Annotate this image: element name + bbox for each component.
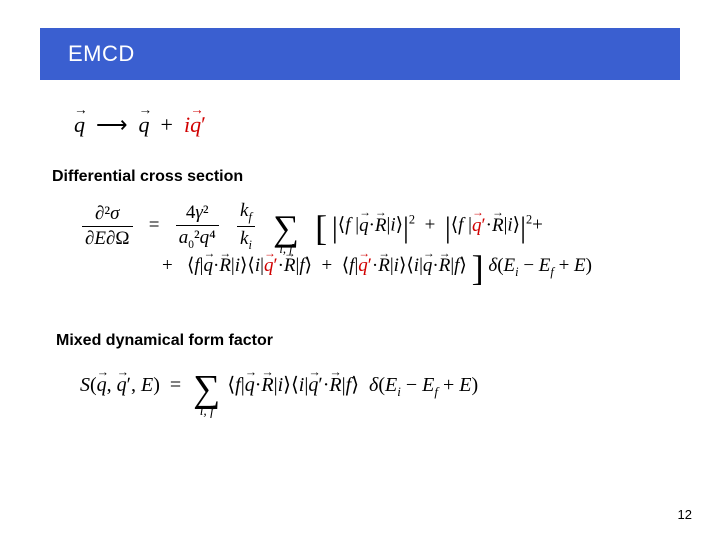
vec-q: q: [74, 112, 85, 138]
coef-fraction: 4γ² a0²q⁴: [176, 202, 219, 251]
page-number: 12: [678, 507, 692, 522]
equation-cross-section-line2: + ⟨f|q·R|i⟩⟨i|qʹ·R|f⟩ + ⟨f|qʹ·R|i⟩⟨i|q·R…: [162, 254, 592, 283]
abs-l1: |: [332, 217, 338, 241]
equation-mdff: S(q, qʹ, E) = ∑i, f ⟨f|q·R|i⟩⟨i|qʹ·R|f⟩ …: [80, 372, 478, 404]
big-rbracket: ]: [472, 254, 484, 283]
abs-l2: |: [445, 217, 451, 241]
arrow: ⟶: [96, 112, 128, 137]
equation-cross-section-line1: ∂²σ ∂E∂Ω = 4γ² a0²q⁴ kf ki ∑i, f [ |⟨f |…: [80, 200, 543, 253]
title-text: EMCD: [68, 41, 135, 67]
sum-symbol-mdff: ∑i, f: [193, 374, 220, 404]
title-bar: EMCD: [40, 28, 680, 80]
heading-differential: Differential cross section: [52, 168, 243, 186]
equation-transform: q ⟶ q + iqʹ: [74, 112, 206, 138]
big-lbracket: [: [315, 214, 327, 243]
lhs-fraction: ∂²σ ∂E∂Ω: [82, 203, 133, 250]
vec-qprime: q: [190, 112, 201, 138]
sum-symbol: ∑i, f: [273, 214, 299, 243]
plus: +: [161, 112, 173, 137]
k-ratio: kf ki: [237, 200, 255, 253]
heading-mixed: Mixed dynamical form factor: [56, 332, 273, 350]
vec-q-rhs: q: [139, 112, 150, 138]
